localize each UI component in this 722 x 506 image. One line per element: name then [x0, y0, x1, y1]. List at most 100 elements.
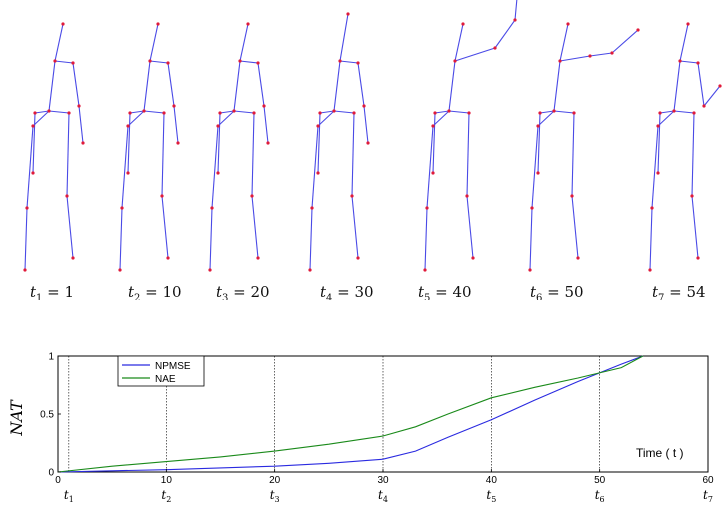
skeleton-bone — [24, 207, 28, 271]
y-axis-label: NAT — [7, 399, 26, 437]
skeleton-joint — [128, 111, 132, 115]
skeleton-joint — [718, 84, 722, 88]
skeleton-bone — [559, 23, 569, 62]
skeleton-bone — [72, 62, 80, 107]
skeleton-joint — [558, 59, 562, 63]
skeleton-bone — [127, 110, 145, 127]
skeleton-figures — [23, 0, 722, 272]
skeleton-bone — [339, 13, 349, 62]
skeleton-bone — [239, 23, 249, 62]
t-marker-label: t6 — [595, 488, 605, 504]
skeleton-bone — [66, 112, 70, 197]
skeleton-joint — [142, 109, 146, 113]
skeleton-joint — [686, 22, 690, 26]
skeleton-bone — [209, 207, 213, 271]
skeleton-bone — [553, 110, 575, 114]
skeleton-bone — [311, 125, 319, 209]
skeleton-joint — [461, 22, 465, 26]
skeleton-joint — [61, 22, 65, 26]
skeleton-joint — [346, 12, 350, 16]
nat-chart: 0 10 20 30 40 50 60 00.51 t1 t2 t3 t4 t5 t6 t7 NPMSE… — [7, 352, 714, 505]
skeleton-joint — [433, 111, 437, 115]
skeleton-bone — [54, 23, 64, 62]
skeleton-joint — [232, 109, 236, 113]
skeleton-joint — [536, 124, 540, 128]
skeleton-joint — [570, 194, 574, 198]
skeleton-bone — [657, 112, 661, 174]
skeleton-joint — [656, 124, 660, 128]
skeleton-joint — [362, 104, 366, 108]
skeleton-joint — [25, 206, 29, 210]
skeleton-bone — [679, 60, 699, 64]
skeleton-bone — [466, 112, 470, 197]
skeleton-joint — [366, 141, 370, 145]
skeleton-bone — [434, 110, 450, 114]
skeleton-joint — [350, 194, 354, 198]
y-tick-label: 1 — [48, 352, 54, 363]
y-ticks: 00.51 — [40, 352, 61, 479]
skeleton-bone — [251, 195, 259, 259]
skeleton-joint — [690, 194, 694, 198]
skeleton-joint — [538, 111, 542, 115]
skeleton-joint — [576, 256, 580, 260]
skeleton-joint — [702, 104, 706, 108]
skeleton-joint — [453, 59, 457, 63]
skeleton-joint — [148, 59, 152, 63]
skeleton-bone — [26, 125, 34, 209]
skeleton-bone — [537, 110, 555, 127]
skeleton-bone — [679, 23, 689, 62]
skeleton-bone — [143, 60, 151, 112]
skeleton-bone — [357, 62, 365, 107]
skeleton-bone — [611, 29, 639, 54]
skeleton-joint — [332, 109, 336, 113]
skeleton-joint — [250, 194, 254, 198]
skeleton-joint — [208, 268, 212, 272]
skeleton-bone — [217, 110, 235, 127]
x-tick-label: 20 — [269, 475, 281, 486]
skeleton-figure — [648, 22, 722, 272]
skeleton-bone — [217, 112, 221, 174]
skeleton-sequence: t1 = 1 t2 = 10 t3 = 20 t4 = 30 t5 = 40 t6 = 5… — [23, 0, 722, 300]
skeleton-bone — [317, 112, 321, 174]
skeleton-joint — [65, 194, 69, 198]
skeleton-joint — [572, 111, 576, 115]
skeleton-bone — [339, 60, 359, 64]
skeleton-bone — [32, 110, 50, 127]
skeleton-joint — [218, 111, 222, 115]
skeleton-joint — [176, 141, 180, 145]
skeleton-bone — [32, 112, 36, 174]
skeleton-bone — [66, 195, 74, 259]
skeleton-bone — [363, 105, 369, 144]
skeleton-joint — [120, 206, 124, 210]
skeleton-joint — [33, 111, 37, 115]
skeleton-joint — [316, 171, 320, 175]
skeleton-joint — [256, 61, 260, 65]
skeleton-joint — [238, 59, 242, 63]
skeleton-joint — [71, 61, 75, 65]
skeleton-joint — [256, 256, 260, 260]
skeleton-joint — [536, 171, 540, 175]
skeleton-bone — [127, 112, 131, 174]
t-marker-labels: t1 t2 t3 t4 t5 t6 t7 — [64, 488, 713, 504]
skeleton-joint — [352, 111, 356, 115]
skeleton-bone — [657, 110, 675, 127]
skeleton-joint — [246, 22, 250, 26]
x-ticks: 0 10 20 30 40 50 60 — [55, 469, 714, 486]
skeleton-bone — [333, 60, 341, 112]
skeleton-joint — [118, 268, 122, 272]
skeleton-bone — [559, 55, 591, 62]
skeleton-bone — [531, 125, 539, 209]
skeleton-joint — [81, 141, 85, 145]
skeleton-bone — [432, 112, 436, 174]
skeleton-joint — [210, 206, 214, 210]
skeleton-bone — [149, 23, 159, 62]
skeleton-bone — [454, 23, 464, 62]
skeleton-bone — [251, 112, 255, 197]
skeleton-joint — [156, 22, 160, 26]
skeleton-bone — [149, 60, 169, 64]
skeleton-joint — [650, 206, 654, 210]
skeleton-bone — [129, 110, 145, 114]
frame-labels: t1 = 1 t2 = 10 t3 = 20 t4 = 30 t5 = 40 t6 = 5… — [30, 283, 706, 300]
skeleton-bone — [537, 112, 541, 174]
skeleton-bone — [448, 60, 456, 112]
